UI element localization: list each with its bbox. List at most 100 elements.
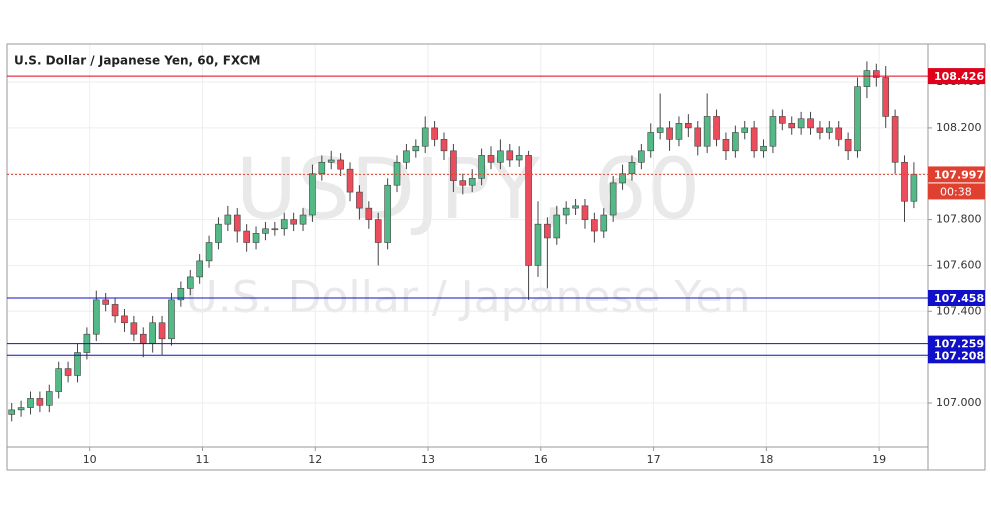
x-tick-label: 16 — [534, 453, 548, 466]
candle-body — [224, 214, 232, 225]
candle-body — [346, 168, 354, 193]
candle-body — [374, 219, 382, 243]
candle-body — [760, 145, 767, 152]
candle-body — [205, 242, 213, 262]
level-label-box — [928, 68, 985, 85]
candle-body — [713, 116, 720, 140]
candle-body — [337, 159, 344, 170]
candle-body — [638, 150, 645, 163]
candle-body — [628, 161, 636, 175]
candle-body — [581, 205, 589, 220]
candle-body — [788, 123, 796, 129]
candle-body — [459, 180, 467, 186]
candle-body — [506, 150, 514, 161]
x-tick-label: 18 — [759, 453, 773, 466]
candle-body — [168, 299, 175, 340]
candle-body — [177, 288, 185, 301]
countdown-box — [928, 183, 985, 200]
candle-body — [55, 368, 62, 392]
candle-body — [478, 155, 485, 179]
candle-body — [215, 223, 222, 243]
candle-body — [309, 173, 316, 216]
candle-body — [675, 123, 683, 140]
chart-title: U.S. Dollar / Japanese Yen, 60, FXCM — [14, 54, 260, 68]
candle-body — [901, 161, 908, 202]
candle-body — [732, 132, 739, 152]
candle-body — [102, 299, 109, 305]
candle-body — [882, 77, 890, 117]
candle-body — [525, 155, 532, 266]
candle-body — [779, 116, 786, 124]
y-tick-label: 107.000 — [936, 396, 982, 409]
candle-body — [130, 322, 138, 335]
x-tick-label: 10 — [83, 453, 97, 466]
candle-body — [139, 333, 147, 344]
candle-body — [365, 207, 373, 220]
candle-body — [393, 161, 401, 186]
candle-body — [647, 132, 655, 152]
candle-body — [863, 70, 871, 87]
candle-body — [497, 150, 504, 163]
candle-body — [271, 228, 279, 231]
candle-body — [8, 409, 16, 415]
level-label-box — [928, 289, 985, 306]
candle-body — [92, 299, 100, 335]
candle-body — [431, 127, 438, 140]
x-tick-label: 19 — [872, 453, 886, 466]
level-label: 107.997 — [934, 168, 984, 181]
candle-body — [534, 223, 542, 266]
candle-body — [891, 116, 899, 163]
candle-body — [384, 184, 391, 243]
x-tick-label: 12 — [308, 453, 322, 466]
candle-body — [741, 127, 749, 133]
candle-body — [844, 139, 852, 152]
candle-body — [468, 178, 476, 186]
candle-body — [299, 214, 307, 225]
candle-body — [412, 145, 420, 152]
candle-body — [619, 173, 626, 184]
level-label: 107.208 — [934, 349, 984, 362]
candle-body — [111, 304, 119, 317]
candle-body — [487, 155, 495, 163]
candle-body — [835, 127, 843, 140]
candle-body — [356, 191, 363, 209]
y-tick-label: 107.800 — [936, 213, 982, 226]
candle-body — [703, 116, 711, 147]
candle-body — [656, 127, 664, 133]
candle-body — [609, 182, 617, 216]
candle-body — [327, 159, 335, 163]
y-tick-label: 107.400 — [936, 304, 982, 317]
candle-body — [196, 260, 203, 278]
x-tick-label: 13 — [421, 453, 435, 466]
candle-body — [36, 398, 44, 406]
candle-body — [403, 150, 410, 163]
candle-body — [64, 368, 72, 376]
candle-body — [158, 322, 166, 340]
candle-body — [694, 127, 702, 147]
candle-body — [769, 116, 777, 147]
candle-body — [27, 398, 34, 408]
frame — [6, 43, 986, 471]
candle-body — [121, 315, 128, 324]
candle-body — [421, 127, 429, 147]
candle-body — [854, 86, 861, 152]
countdown: 00:38 — [940, 185, 972, 198]
candle-body — [515, 155, 523, 161]
candle-body — [600, 214, 608, 232]
x-tick-label: 17 — [647, 453, 661, 466]
candle-body — [910, 174, 918, 202]
candle-body — [233, 214, 241, 232]
level-label: 108.426 — [934, 70, 984, 83]
candle-body — [450, 150, 457, 181]
candle-body — [149, 322, 156, 344]
candle-body — [553, 214, 561, 239]
level-label: 107.458 — [934, 292, 984, 305]
candle-body — [186, 276, 194, 289]
candle-body — [252, 233, 260, 243]
candle-body — [816, 127, 824, 133]
x-tick-label: 11 — [195, 453, 209, 466]
y-tick-label: 107.600 — [936, 258, 982, 271]
candle-body — [807, 118, 814, 129]
candle-body — [290, 219, 297, 225]
